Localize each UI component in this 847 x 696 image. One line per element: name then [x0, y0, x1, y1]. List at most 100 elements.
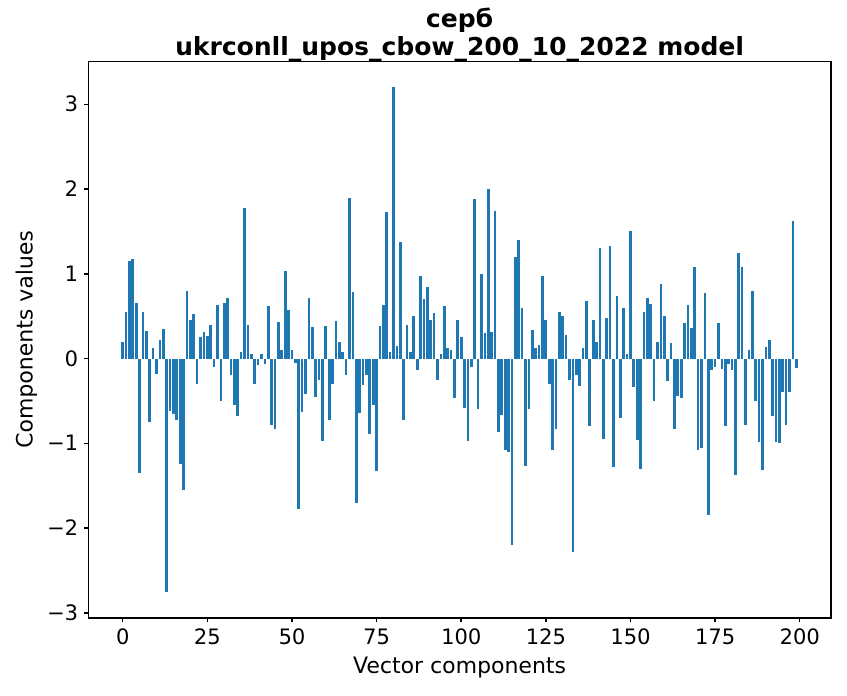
- bar: [717, 322, 720, 359]
- bar: [507, 358, 510, 452]
- bar: [490, 332, 493, 359]
- bar: [148, 358, 152, 423]
- bar: [415, 358, 419, 371]
- bar: [453, 358, 456, 398]
- bar: [788, 358, 791, 393]
- top-spine: [87, 60, 832, 62]
- bar: [365, 358, 368, 376]
- bar: [175, 358, 179, 420]
- bar: [185, 290, 189, 359]
- bar: [778, 358, 781, 444]
- bar: [635, 358, 639, 440]
- bar: [405, 324, 409, 359]
- bar: [470, 358, 473, 368]
- bar: [304, 358, 307, 395]
- bar: [730, 358, 734, 371]
- bar: [141, 311, 145, 359]
- bar: [429, 320, 433, 359]
- bar: [791, 221, 795, 359]
- bar: [585, 300, 588, 359]
- bar: [253, 358, 257, 384]
- bar: [703, 293, 707, 359]
- bar: [639, 358, 642, 469]
- y-axis-tick-label: 3: [64, 92, 78, 117]
- bar: [696, 358, 700, 451]
- bar: [710, 358, 714, 370]
- bar: [612, 358, 615, 467]
- bar: [351, 291, 355, 359]
- bar: [568, 358, 571, 380]
- bar: [273, 358, 277, 429]
- bar: [290, 350, 294, 359]
- bar: [392, 87, 395, 359]
- bar: [727, 358, 730, 364]
- bar: [757, 358, 761, 442]
- bar: [233, 358, 236, 406]
- x-axis-tick: [460, 617, 462, 622]
- y-axis-tick: [84, 612, 89, 614]
- x-axis-tick-label: 100: [441, 625, 482, 649]
- y-axis-tick: [84, 357, 89, 360]
- bar: [134, 302, 138, 359]
- bar: [734, 358, 737, 475]
- bar: [344, 358, 348, 376]
- y-axis-tick-label: 1: [64, 261, 78, 286]
- bar: [128, 261, 131, 359]
- bar: [771, 358, 774, 417]
- bar: [260, 354, 263, 359]
- bar: [602, 358, 605, 440]
- bar: [554, 358, 558, 429]
- bar: [310, 327, 314, 359]
- bar: [581, 348, 585, 359]
- bar: [632, 358, 636, 387]
- bar: [503, 358, 507, 451]
- bar: [321, 358, 324, 441]
- bar: [283, 271, 287, 359]
- bar: [463, 358, 466, 408]
- bar: [155, 358, 158, 374]
- bar: [124, 311, 128, 359]
- bar: [368, 358, 372, 434]
- bar: [456, 319, 460, 359]
- right-spine: [830, 62, 832, 619]
- bar: [229, 358, 233, 376]
- bar: [794, 358, 798, 368]
- bar: [673, 358, 676, 429]
- bar: [652, 358, 656, 401]
- bar: [524, 358, 527, 467]
- y-axis-tick-label: 2: [64, 177, 78, 202]
- y-axis-tick-label: −2: [47, 516, 78, 541]
- bar: [750, 290, 754, 359]
- bar: [595, 341, 598, 359]
- x-axis-tick: [375, 617, 378, 622]
- bar: [398, 241, 402, 359]
- bar: [510, 358, 514, 545]
- bar: [270, 358, 273, 425]
- bar: [615, 295, 619, 359]
- bar: [666, 358, 670, 381]
- bar: [486, 189, 490, 359]
- x-axis-tick-label: 150: [610, 625, 651, 649]
- bar: [161, 328, 165, 359]
- plot-area: серб ukrconll_upos_cbow_200_10_2022 mode…: [14, 5, 832, 679]
- bar: [544, 319, 548, 359]
- bar: [222, 302, 226, 359]
- bar: [713, 358, 717, 368]
- bar: [178, 358, 182, 465]
- bar: [764, 346, 768, 359]
- bar: [629, 231, 632, 359]
- bar: [642, 311, 646, 359]
- bar: [608, 245, 612, 359]
- bar: [354, 358, 358, 503]
- bar: [172, 358, 175, 414]
- bar: [473, 199, 477, 359]
- bar: [243, 207, 246, 359]
- y-axis-tick: [84, 273, 89, 275]
- bar: [375, 358, 378, 472]
- bar: [659, 284, 663, 359]
- bar: [287, 310, 290, 359]
- bar: [591, 319, 595, 359]
- x-axis-tick-label: 75: [363, 625, 390, 649]
- bar: [740, 267, 744, 359]
- bar: [466, 358, 470, 441]
